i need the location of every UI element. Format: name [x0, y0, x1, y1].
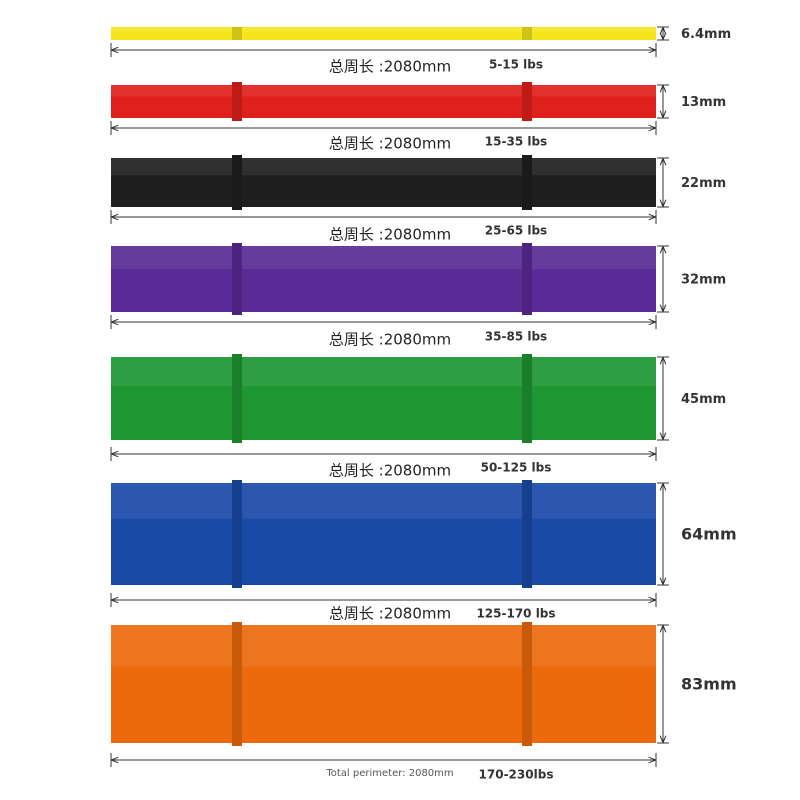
band	[111, 27, 656, 40]
perimeter-label: Total perimeter: 2080mm	[325, 768, 453, 779]
band-seam	[232, 480, 242, 588]
band	[111, 85, 656, 118]
band-sheen	[111, 625, 656, 667]
band-seam-shade	[522, 480, 532, 588]
band	[111, 158, 656, 207]
band-seam-shade	[522, 82, 532, 121]
band-seam	[232, 622, 242, 746]
band-seam	[232, 243, 242, 315]
band-seam-shade	[522, 354, 532, 443]
band-seam	[232, 27, 242, 40]
perimeter-label: 总周长 :2080mm	[329, 226, 451, 244]
band-seam	[232, 82, 242, 121]
band-seam	[232, 354, 242, 443]
resistance-label: 25-65 lbs	[485, 224, 547, 238]
band-seam-shade	[522, 155, 532, 210]
thickness-label: 22mm	[681, 176, 726, 191]
band-sheen	[111, 85, 656, 97]
thickness-label: 13mm	[681, 95, 726, 110]
resistance-label: 35-85 lbs	[485, 330, 547, 344]
perimeter-label: 总周长 :2080mm	[329, 462, 451, 480]
band-sheen	[111, 27, 656, 32]
thickness-label: 83mm	[681, 675, 737, 694]
thickness-label: 45mm	[681, 392, 726, 407]
band-seam-shade	[522, 27, 532, 40]
band-seam	[522, 155, 532, 210]
thickness-label: 32mm	[681, 273, 726, 288]
band-sheen	[111, 158, 656, 176]
band-seam	[522, 622, 532, 746]
band-seam-shade	[522, 622, 532, 746]
band-seam-shade	[232, 27, 242, 40]
resistance-label: 125-170 lbs	[476, 607, 555, 621]
band	[111, 246, 656, 312]
band-seam	[522, 243, 532, 315]
resistance-label: 50-125 lbs	[481, 461, 552, 475]
perimeter-label: 总周长 :2080mm	[329, 135, 451, 153]
band-seam-shade	[232, 243, 242, 315]
band-seam-shade	[232, 622, 242, 746]
band-seam	[522, 354, 532, 443]
band-seam-shade	[232, 354, 242, 443]
band	[111, 625, 656, 743]
band-seam	[522, 82, 532, 121]
perimeter-label: 总周长 :2080mm	[329, 605, 451, 623]
band	[111, 357, 656, 440]
band-seam	[232, 155, 242, 210]
thickness-label: 64mm	[681, 525, 737, 544]
perimeter-label: 总周长 :2080mm	[329, 331, 451, 349]
band-seam	[522, 27, 532, 40]
perimeter-label: 总周长 :2080mm	[329, 58, 451, 76]
resistance-label: 15-35 lbs	[485, 135, 547, 149]
band-seam-shade	[232, 82, 242, 121]
band-seam-shade	[232, 480, 242, 588]
band-seam	[522, 480, 532, 588]
band-sheen	[111, 357, 656, 387]
band-seam-shade	[232, 155, 242, 210]
band	[111, 483, 656, 585]
band-sheen	[111, 246, 656, 270]
resistance-label: 5-15 lbs	[489, 58, 543, 72]
thickness-label: 6.4mm	[681, 27, 731, 42]
resistance-label: 170-230lbs	[479, 768, 554, 782]
band-sheen	[111, 483, 656, 519]
band-seam-shade	[522, 243, 532, 315]
